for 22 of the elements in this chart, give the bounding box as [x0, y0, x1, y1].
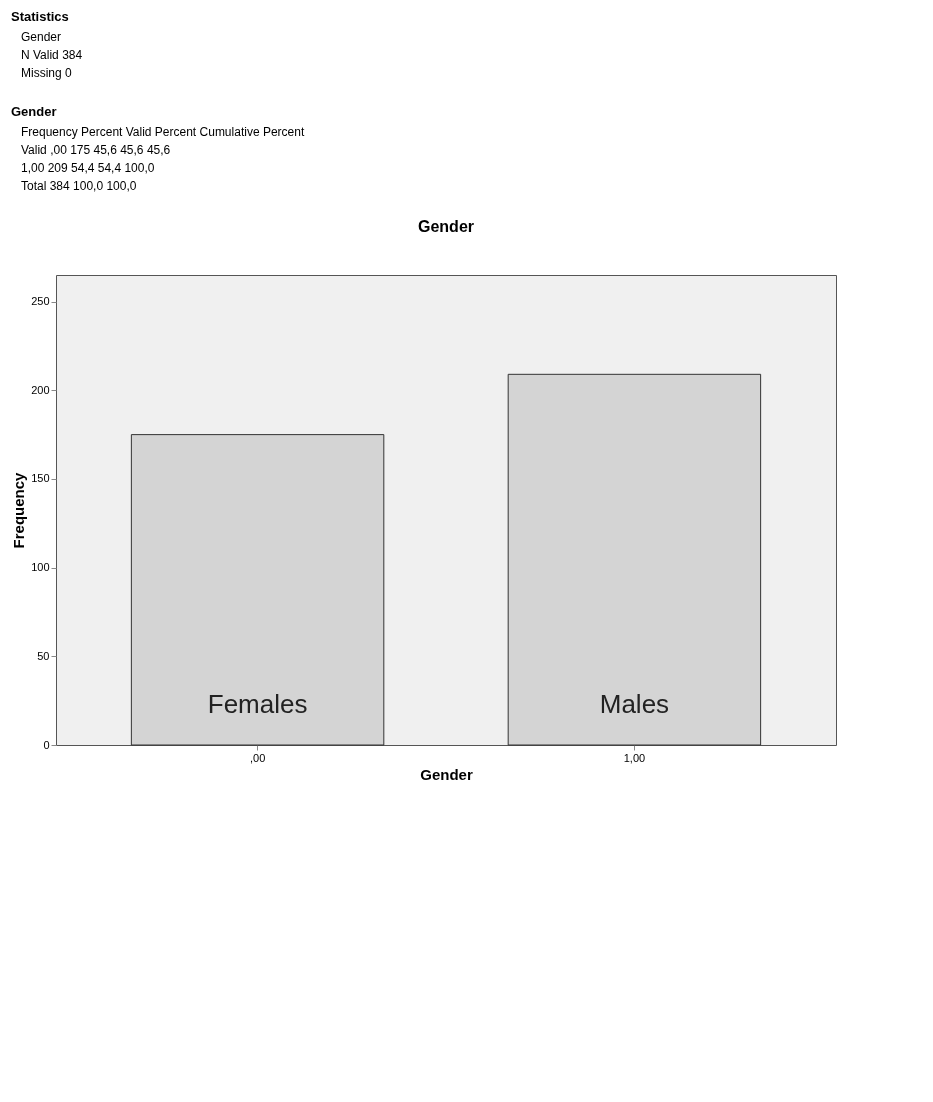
text: Gender [11, 104, 57, 119]
text: 1,00 209 54,4 54,4 100,0 [21, 161, 155, 175]
y-tick-label: 50 [37, 649, 50, 662]
y-tick-label: 200 [31, 383, 50, 396]
y-tick-label: 100 [31, 561, 50, 574]
text: Valid ,00 175 45,6 45,6 45,6 [21, 143, 171, 157]
text: Gender [21, 30, 62, 44]
x-axis-title: Gender [420, 765, 473, 783]
text: Frequency Percent Valid Percent Cumulative Percent [21, 125, 305, 139]
annotation: Males [599, 689, 670, 719]
chart-title: Gender [417, 218, 475, 235]
text: N Valid 384 [21, 48, 83, 62]
y-axis-title: Frequency [10, 471, 28, 549]
y-tick-label: 250 [31, 295, 50, 308]
text: Statistics [11, 9, 69, 24]
x-tick-label: ,00 [249, 751, 266, 764]
text: Total 384 100,0 100,0 [21, 179, 137, 193]
annotation: Females [207, 689, 308, 719]
y-tick-label: 150 [31, 472, 50, 485]
x-tick-label: 1,00 [623, 751, 646, 764]
text: Missing 0 [21, 66, 73, 80]
y-tick-label: 0 [43, 738, 50, 751]
